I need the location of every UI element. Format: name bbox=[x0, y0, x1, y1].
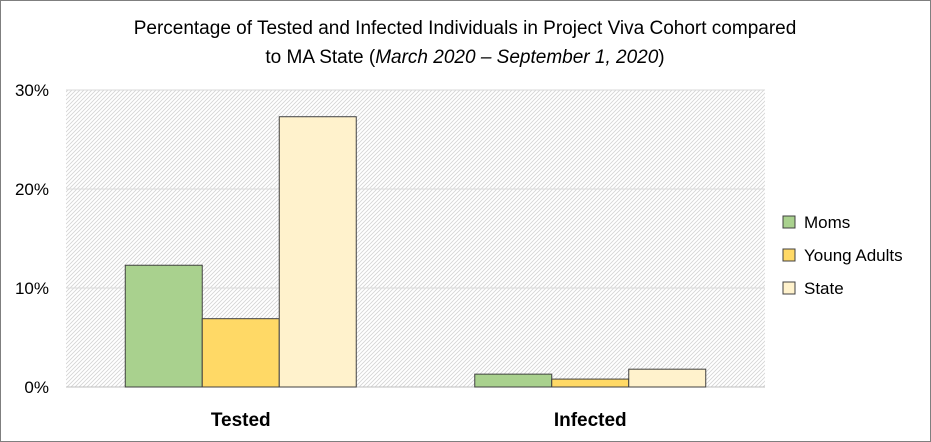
legend-swatch bbox=[782, 215, 796, 229]
bar-young-adults-tested bbox=[201, 318, 280, 388]
bars bbox=[124, 116, 707, 388]
chart-title-line2: to MA State (March 2020 – September 1, 2… bbox=[265, 47, 664, 68]
y-tick-label: 30% bbox=[15, 81, 49, 100]
legend-swatch bbox=[782, 248, 796, 262]
bar-moms-infected bbox=[474, 373, 553, 388]
bar-state-tested bbox=[278, 116, 357, 388]
legend-label: State bbox=[804, 279, 844, 298]
y-axis-ticks: 0% 10% 20% 30% bbox=[15, 81, 49, 397]
x-category-label: Tested bbox=[211, 410, 271, 431]
chart-title-prefix: to MA State ( bbox=[265, 47, 375, 68]
bar-young-adults-infected bbox=[551, 378, 630, 388]
bar-state-infected bbox=[628, 368, 707, 388]
legend-swatch bbox=[782, 281, 796, 295]
y-tick-label: 20% bbox=[15, 180, 49, 199]
chart-title-date-range: March 2020 – September 1, 2020 bbox=[375, 47, 659, 68]
legend: Moms Young Adults State bbox=[782, 213, 903, 298]
legend-label: Moms bbox=[804, 213, 850, 232]
y-tick-label: 0% bbox=[24, 378, 49, 397]
legend-label: Young Adults bbox=[804, 246, 903, 265]
chart-title-line1: Percentage of Tested and Infected Indivi… bbox=[134, 18, 797, 39]
x-axis-labels: Tested Infected bbox=[211, 410, 627, 431]
chart-title-suffix: ) bbox=[658, 47, 664, 68]
y-tick-label: 10% bbox=[15, 279, 49, 298]
bar-moms-tested bbox=[124, 264, 203, 388]
x-category-label: Infected bbox=[554, 410, 627, 431]
